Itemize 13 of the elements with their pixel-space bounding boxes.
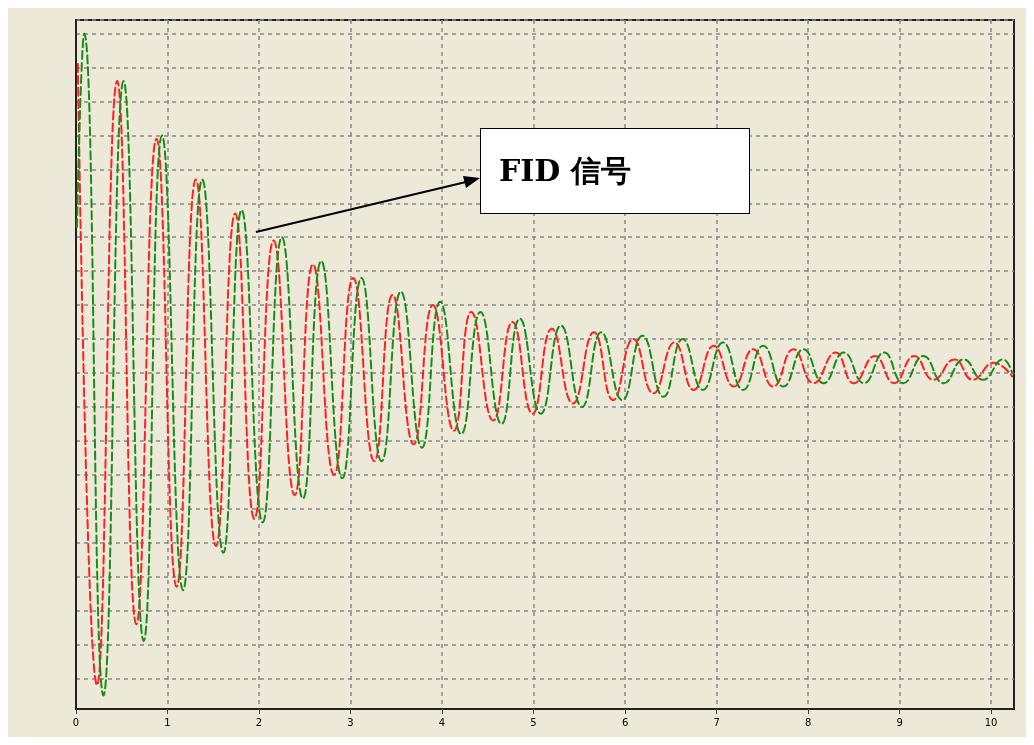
x-tick-label: 2 [255,716,263,728]
x-tick-label: 7 [713,716,720,728]
x-tick-label: 9 [896,716,903,728]
x-tick-label: 3 [347,716,354,728]
callout-box: FID 信号 [480,128,750,214]
annotation: FID 信号 [499,151,631,190]
x-tick-label: 8 [804,716,812,728]
x-tick-label: 0 [72,716,80,728]
x-tick-label: 4 [438,716,446,728]
x-tick-label: 5 [530,716,537,728]
x-tick-label: 10 [984,716,998,728]
x-tick-label: 1 [164,716,171,728]
x-tick-label: 6 [621,716,629,728]
